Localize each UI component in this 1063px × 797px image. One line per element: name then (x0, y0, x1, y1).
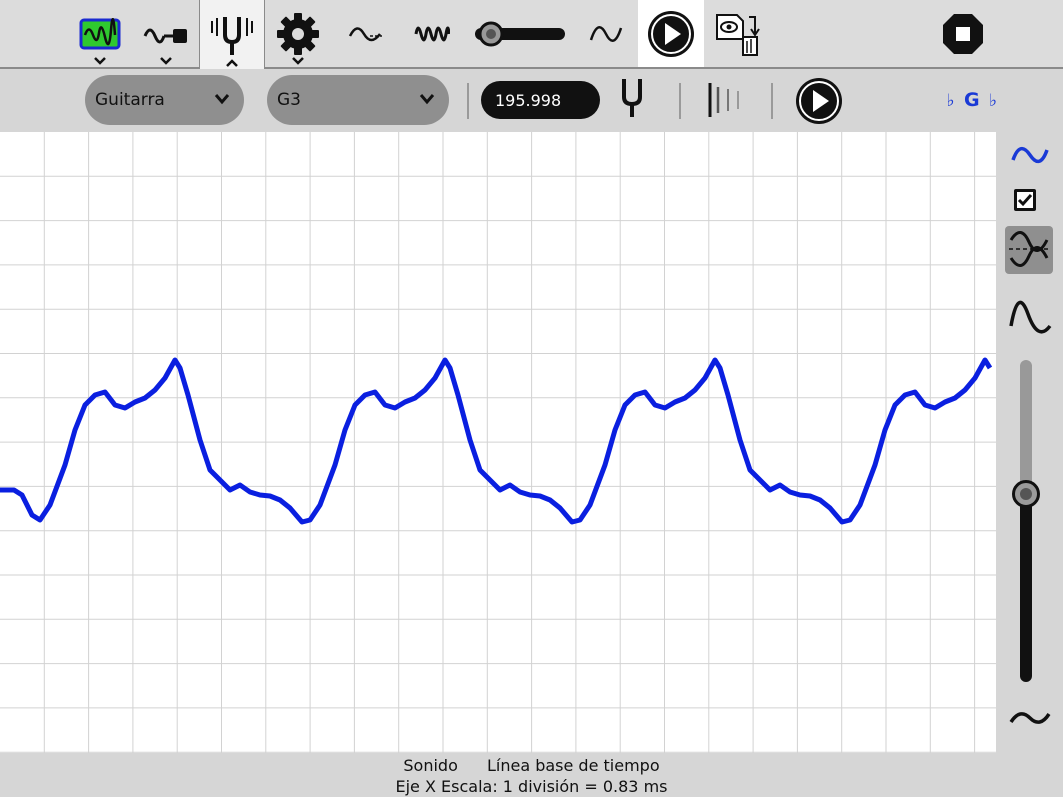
sine-wave-icon (348, 26, 382, 41)
stop-button[interactable] (938, 0, 988, 67)
frequency-wave-button[interactable] (410, 0, 454, 67)
tilde-icon (1009, 712, 1050, 724)
strings-icon (708, 83, 739, 117)
separator (771, 83, 773, 119)
play-button[interactable] (638, 0, 704, 67)
capture-button[interactable] (712, 0, 764, 67)
wave-icon (1008, 300, 1051, 334)
note-combo[interactable]: G3 (267, 75, 449, 125)
sine-wave-icon (1010, 146, 1049, 164)
gear-icon (277, 12, 319, 55)
checkmark-icon (1017, 192, 1033, 208)
status-bar: Sonido Línea base de tiempo Eje X Escala… (0, 753, 1063, 797)
gain-slider-thumb[interactable] (1012, 480, 1040, 508)
oscilloscope-menu-button[interactable] (76, 0, 124, 67)
waveform-screen-icon (79, 17, 121, 49)
wave-shape-button[interactable] (996, 292, 1063, 340)
eye-copy-icon (716, 13, 760, 56)
gain-slider-track[interactable] (1020, 360, 1032, 682)
settings-menu-button[interactable] (272, 0, 324, 67)
play-icon (796, 78, 842, 124)
chevron-down-icon (160, 57, 172, 65)
tuning-fork-button[interactable] (617, 77, 647, 123)
separator (679, 83, 681, 119)
sine-wave-button[interactable] (344, 0, 388, 67)
dense-wave-icon (414, 26, 450, 41)
main-toolbar (0, 0, 1063, 69)
trace-color-button[interactable] (996, 140, 1063, 170)
play-icon (648, 10, 694, 57)
sensor-menu-button[interactable] (140, 0, 192, 67)
instrument-combo[interactable]: Guitarra (85, 75, 244, 125)
tuner-note-display: ♭ G ♭ (947, 89, 997, 111)
chevron-down-icon (292, 57, 304, 65)
status-line-1: Sonido Línea base de tiempo (0, 753, 1063, 776)
strings-button[interactable] (704, 81, 744, 123)
play-tone-button[interactable] (794, 76, 844, 130)
baseline-label: Línea base de tiempo (486, 756, 660, 775)
chevron-down-icon (419, 94, 435, 105)
frequency-entry[interactable] (481, 81, 600, 119)
sound-waveform-trace (0, 357, 993, 525)
trace-checkbox[interactable] (1014, 189, 1036, 211)
probe-icon (143, 28, 187, 43)
tuning-fork-icon (622, 79, 642, 117)
oscilloscope-plot (0, 132, 996, 753)
scale-label: Eje X Escala: 1 división = 0.83 ms (395, 777, 668, 796)
stop-icon (943, 13, 983, 54)
chevron-up-icon (226, 59, 238, 67)
flat-indicator-right: ♭ (988, 91, 997, 111)
mode-label: Sonido (403, 756, 458, 775)
sample-rate-slider[interactable] (470, 0, 568, 67)
trigger-button[interactable] (1005, 226, 1053, 274)
tuning-fork-icon (211, 16, 253, 55)
chevron-down-icon (94, 57, 106, 65)
horizontal-slider-icon (475, 21, 565, 46)
tuning-toolbar: Guitarra G3 ♭ G ♭ (0, 69, 1063, 132)
wave-icon (589, 25, 623, 42)
side-panel (996, 132, 1063, 753)
wave-toggle-button[interactable] (584, 0, 628, 67)
instrument-combo-label: Guitarra (95, 90, 165, 110)
waveform-canvas (0, 132, 996, 753)
detected-note: G (963, 89, 980, 111)
note-combo-label: G3 (277, 90, 301, 110)
tuning-menu-button[interactable] (199, 0, 265, 69)
chevron-down-icon (214, 94, 230, 105)
tilde-button[interactable] (996, 706, 1063, 730)
flat-indicator-left: ♭ (946, 91, 955, 111)
trigger-wave-icon (1009, 231, 1049, 267)
separator (467, 83, 469, 119)
